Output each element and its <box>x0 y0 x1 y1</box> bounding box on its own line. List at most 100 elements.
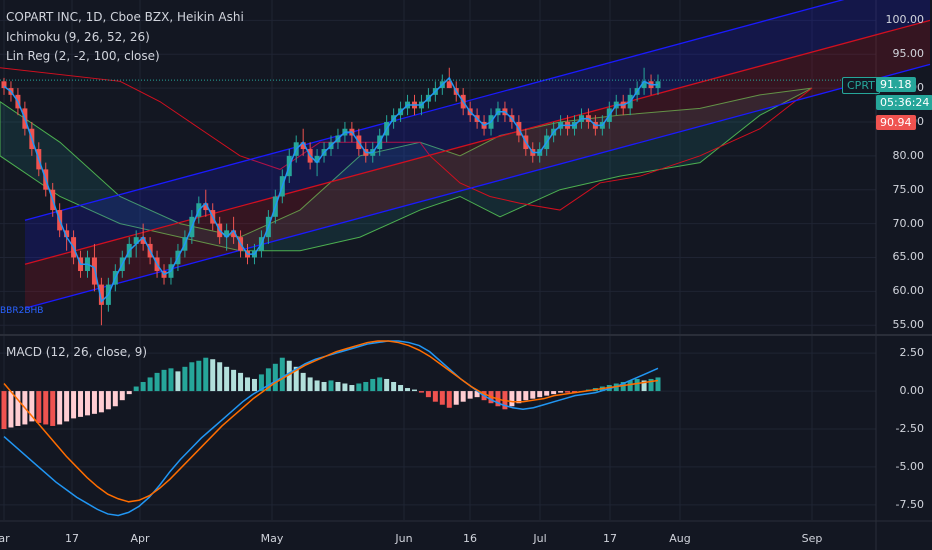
price-axis-label: 60.00 <box>892 284 925 298</box>
macd-histogram-bar <box>251 378 257 392</box>
macd-axis-label: 0.00 <box>899 384 925 398</box>
macd-histogram-bar <box>112 391 118 407</box>
time-axis-label: Apr <box>130 532 150 545</box>
time-axis-label: 16 <box>463 532 477 545</box>
linreg-lower-line <box>24 63 931 309</box>
macd-histogram-bar <box>391 381 397 392</box>
price-axis-label: 55.00 <box>892 318 925 332</box>
chart-title: COPART INC, 1D, Cboe BZX, Heikin Ashi <box>6 10 244 24</box>
macd-histogram-bar <box>405 388 411 392</box>
macd-histogram-bar <box>140 381 146 392</box>
macd-histogram-bar <box>314 380 320 392</box>
candle-body <box>98 284 104 305</box>
macd-histogram-bar <box>641 380 647 392</box>
macd-histogram-bar <box>98 391 104 413</box>
macd-histogram-bar <box>439 391 445 405</box>
macd-histogram-bar <box>238 372 244 392</box>
macd-histogram-bar <box>203 357 209 392</box>
price-axis-label: 80.00 <box>892 148 925 162</box>
macd-histogram-bar <box>530 391 536 399</box>
price-axis-label: 65.00 <box>892 250 925 264</box>
macd-histogram-bar <box>210 359 216 392</box>
macd-histogram-bar <box>363 381 369 392</box>
macd-histogram-bar <box>446 391 452 408</box>
macd-histogram-bar <box>565 391 571 393</box>
macd-histogram-bar <box>558 391 564 393</box>
linreg-lower-fill <box>25 20 930 309</box>
macd-histogram-bar <box>572 391 578 393</box>
candle-body <box>300 142 306 150</box>
macd-histogram-bar <box>321 381 327 392</box>
candle-body <box>140 237 146 244</box>
macd-histogram-bar <box>342 383 348 392</box>
last-price-tag: 91.18 <box>876 77 916 92</box>
macd-histogram-bar <box>133 386 139 392</box>
macd-histogram-bar <box>655 377 661 392</box>
macd-histogram-bar <box>126 391 132 395</box>
macd-histogram-bar <box>293 366 299 392</box>
candle-body <box>1 81 7 89</box>
price-axis-label: 100.00 <box>885 13 925 27</box>
macd-histogram-bar <box>57 391 63 425</box>
macd-histogram-bar <box>245 377 251 392</box>
linreg-upper-line <box>24 0 845 221</box>
macd-histogram-bar <box>356 383 362 392</box>
macd-histogram-bar <box>147 377 153 392</box>
macd-histogram-bar <box>307 377 313 392</box>
macd-histogram-bar <box>384 378 390 392</box>
price-axis-label: 70.00 <box>892 216 925 230</box>
macd-histogram-bar <box>224 366 230 392</box>
macd-histogram-bar <box>544 391 550 396</box>
macd-histogram-bar <box>411 389 417 392</box>
macd-histogram-bar <box>71 391 77 419</box>
macd-histogram-bar <box>258 374 264 392</box>
macd-legend[interactable]: MACD (12, 26, close, 9) <box>6 345 148 359</box>
macd-histogram-bar <box>627 380 633 392</box>
macd-histogram-bar <box>43 391 49 425</box>
macd-histogram-bar <box>154 372 160 392</box>
macd-histogram-bar <box>370 378 376 392</box>
macd-histogram-bar <box>168 368 174 392</box>
macd-histogram-bar <box>509 391 515 407</box>
linreg-upper-fill <box>25 0 930 265</box>
macd-histogram-bar <box>272 363 278 392</box>
macd-axis-label: 2.50 <box>899 346 925 360</box>
time-axis-label: 17 <box>65 532 79 545</box>
macd-histogram-bar <box>50 391 56 426</box>
macd-axis-label: -5.00 <box>895 459 924 473</box>
macd-histogram-bar <box>279 357 285 392</box>
candle-body <box>231 230 237 238</box>
candle-body <box>64 230 70 238</box>
candle-body <box>446 81 452 89</box>
macd-histogram-bar <box>398 385 404 392</box>
macd-histogram-bar <box>189 362 195 392</box>
macd-histogram-bar <box>418 391 424 393</box>
macd-signal-line <box>3 340 659 503</box>
macd-histogram-bar <box>551 391 557 395</box>
macd-histogram-bar <box>425 391 431 398</box>
ichimoku-legend[interactable]: Ichimoku (9, 26, 52, 26) <box>6 30 150 44</box>
candle-body <box>203 203 209 211</box>
macd-histogram-bar <box>91 391 97 414</box>
macd-histogram-bar <box>516 391 522 404</box>
candle-body <box>224 230 230 238</box>
macd-histogram-bar <box>620 381 626 392</box>
linreg-legend[interactable]: Lin Reg (2, -2, 100, close) <box>6 49 160 63</box>
macd-axis-label: -2.50 <box>895 422 924 435</box>
price-axis-label: 95.00 <box>892 47 925 61</box>
macd-histogram-bar <box>29 391 35 422</box>
macd-histogram-bar <box>453 391 459 405</box>
candle-body <box>133 237 139 244</box>
linreg-mid-line <box>24 19 931 265</box>
macd-histogram-bar <box>105 391 111 410</box>
price-axis-label: 75.00 <box>892 182 925 196</box>
macd-histogram-bar <box>432 391 438 402</box>
time-axis-label: Jun <box>395 532 413 545</box>
macd-histogram-bar <box>182 366 188 392</box>
macd-histogram-bar <box>64 391 70 422</box>
macd-histogram-bar <box>648 378 654 392</box>
time-axis-label: ar <box>0 532 10 545</box>
macd-histogram-bar <box>265 368 271 392</box>
macd-histogram-bar <box>15 391 21 426</box>
